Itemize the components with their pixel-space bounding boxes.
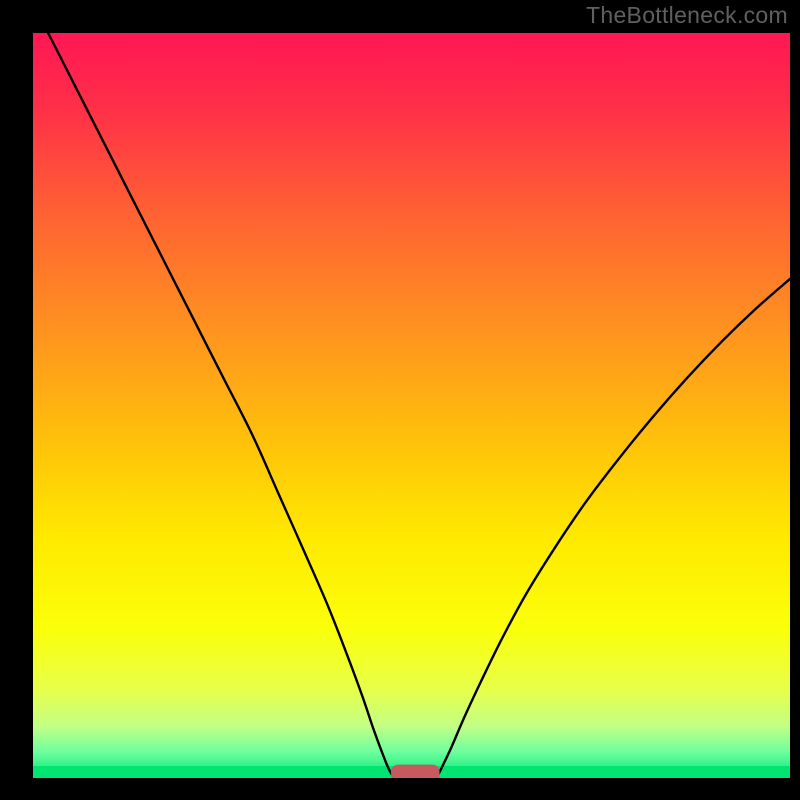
chart-frame: TheBottleneck.com (0, 0, 800, 800)
watermark-text: TheBottleneck.com (586, 2, 788, 29)
bottleneck-chart (0, 0, 800, 800)
